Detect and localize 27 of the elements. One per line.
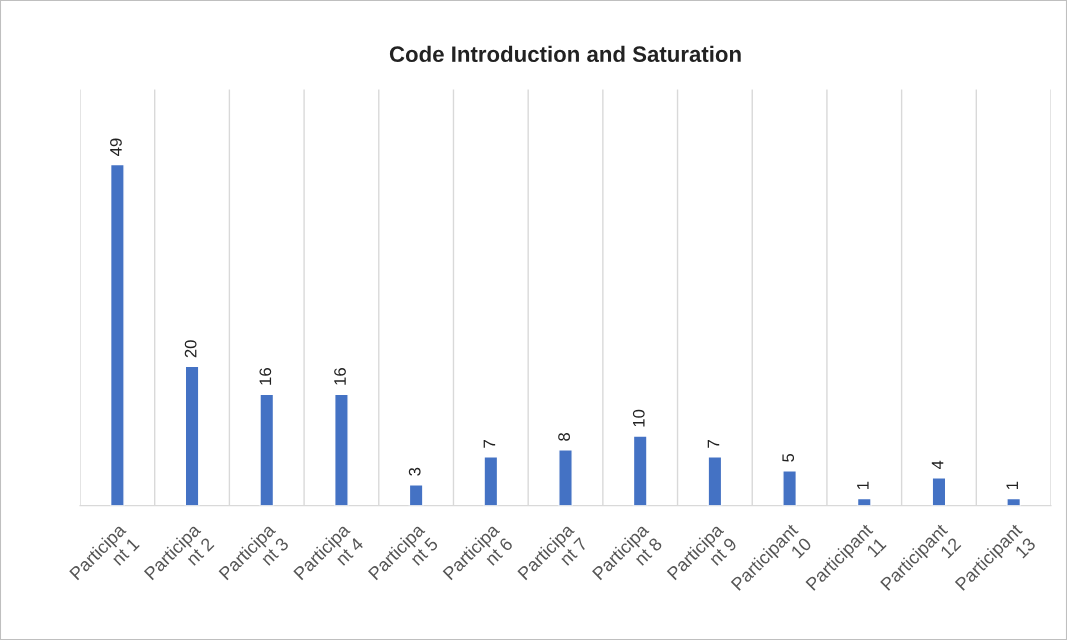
data-label: 1 <box>857 481 869 490</box>
data-label: 1 <box>1006 481 1018 490</box>
data-label: 7 <box>483 440 496 448</box>
data-label: 4 <box>931 460 944 470</box>
data-label: 49 <box>110 138 122 156</box>
data-label: 5 <box>782 453 795 462</box>
bar <box>109 163 125 506</box>
data-label: 20 <box>184 340 197 358</box>
bar <box>782 470 797 506</box>
bar <box>931 477 947 506</box>
bar <box>856 497 872 506</box>
bar <box>259 393 275 506</box>
data-label: 7 <box>707 440 720 448</box>
bar <box>408 484 424 506</box>
data-label: 10 <box>632 409 645 427</box>
data-label: 3 <box>408 467 421 476</box>
bar <box>1006 497 1022 506</box>
bar <box>558 449 573 506</box>
data-label: 16 <box>334 368 346 385</box>
chart-title: Code Introduction and Saturation <box>389 45 741 63</box>
data-label: 8 <box>558 433 570 441</box>
bar <box>707 456 723 506</box>
bar <box>184 365 200 506</box>
data-label: 16 <box>259 368 272 385</box>
bar <box>632 435 648 506</box>
bar <box>334 393 349 506</box>
bar <box>483 456 499 506</box>
